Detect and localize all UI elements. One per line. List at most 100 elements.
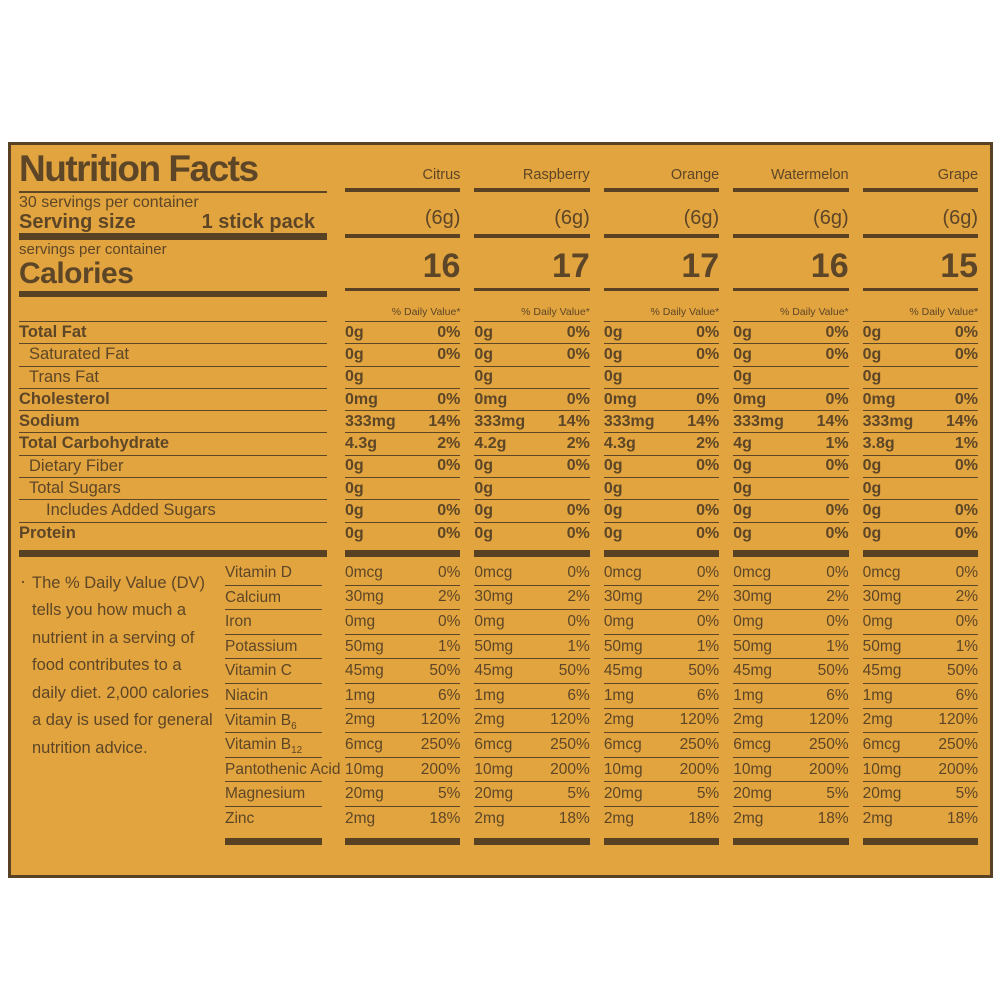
vitamin-amount: 6mcg [603,735,642,753]
section-divider-bar [19,549,327,557]
vitamin-value-row: 20mg 5% [474,782,590,807]
section-divider-bar [345,549,461,557]
vitamin-amount: 10mg [733,760,772,778]
nutrient-value-row: 0mg 0% [733,389,849,412]
nutrient-percent: 0% [825,457,849,475]
nutrient-value-row: 0mg 0% [345,389,461,412]
vitamin-amount: 2mg [862,810,893,828]
serving-weight: (6g) [424,207,461,229]
nutrient-value-row: 0g 0% [345,322,461,345]
nutrient-amount: 0g [345,345,364,363]
nutrient-amount: 0g [733,502,752,520]
nutrient-amount: 0g [345,479,364,497]
vitamin-value-row: 30mg 2% [862,586,979,611]
nutrient-value-row: 0g 0% [474,500,590,523]
vitamin-label-row: Vitamin B12 [225,733,322,758]
nutrient-amount: 0g [862,524,882,542]
vitamin-percent: 2% [955,588,979,606]
vitamin-label: Potassium [225,637,298,655]
nutrient-percent: 1% [954,435,979,453]
vitamin-percent: 0% [696,563,720,581]
vitamin-percent: 50% [558,662,590,680]
nutrient-label-row: Includes Added Sugars [19,500,327,523]
nutrient-amount: 0g [862,479,882,497]
vitamin-percent: 6% [567,686,590,704]
calories-value: 15 [940,247,979,285]
nutrient-amount: 0mg [862,390,896,408]
calories-value: 16 [422,247,461,285]
nutrient-label: Total Carbohydrate [19,434,170,453]
vitamin-value-row: 2mg 120% [345,709,461,734]
vitamin-amount: 45mg [603,662,643,680]
vitamin-value-row: 10mg 200% [474,758,590,783]
vitamin-values: 0mcg 0% 30mg 2% 0mg 0% 50mg 1% 45mg 50% 1mg 6% 2mg 12… [474,557,590,832]
nutrient-value-row: 0g 0% [474,456,590,479]
serving-size-value: 1 stick pack [201,211,315,233]
vitamin-percent: 1% [567,637,590,655]
vitamin-value-row: 0mcg 0% [345,561,461,586]
nutrient-label: Total Sugars [29,479,121,498]
vitamin-percent: 50% [947,662,979,680]
vitamin-amount: 0mg [603,612,634,630]
nutrient-value-row: 4g 1% [733,433,849,456]
vitamin-value-row: 1mg 6% [603,684,720,709]
vitamin-amount: 10mg [603,760,643,778]
vitamin-amount: 2mg [603,711,634,729]
nutrient-value-row: 0mg 0% [603,389,720,412]
nutrient-value-row: 0g [474,478,590,501]
nutrient-amount: 333mg [603,412,655,430]
nutrient-amount: 0g [862,345,882,363]
vitamin-value-row: 6mcg 250% [733,733,849,758]
bottom-left-section: · The % Daily Value (DV) tells you how mu… [19,557,340,845]
nutrient-value-row: 0g 0% [474,322,590,345]
vitamin-value-row: 0mg 0% [345,610,461,635]
vitamin-value-row: 10mg 200% [862,758,979,783]
vitamin-percent: 120% [550,711,590,729]
vitamin-amount: 30mg [733,588,772,606]
vitamin-value-row: 0mcg 0% [474,561,590,586]
nutrient-amount: 3.8g [862,435,895,453]
vitamin-amount: 20mg [345,785,384,803]
vitamin-value-row: 50mg 1% [862,635,979,660]
nutrient-amount: 0g [474,345,494,363]
divider-bar [345,188,461,192]
serving-size-label: Serving size [19,211,136,233]
vitamin-value-row: 45mg 50% [345,659,461,684]
nutrient-value-row: 0g [345,367,461,389]
vitamin-label: Pantothenic Acid [225,760,341,778]
nutrient-value-row: 333mg 14% [862,411,979,434]
vitamin-percent: 1% [696,637,720,655]
nutrition-facts-title: Nutrition Facts [19,145,327,193]
vitamin-percent: 50% [429,662,461,680]
vitamin-value-row: 30mg 2% [733,586,849,611]
vitamin-percent: 18% [947,810,979,828]
nutrient-value-row: 333mg 14% [345,411,461,434]
nutrient-value-row: 0g [733,478,849,501]
vitamin-amount: 2mg [603,810,634,828]
vitamin-value-row: 0mg 0% [862,610,979,635]
divider-bar [345,288,461,291]
divider-bar [733,188,849,192]
nutrient-value-row: 0g [603,367,720,389]
vitamin-percent: 250% [550,735,590,753]
vitamin-percent: 2% [567,588,590,606]
vitamin-label: Niacin [225,686,269,704]
vitamin-amount: 30mg [345,588,384,606]
nutrient-value-row: 0g 0% [862,344,979,367]
divider-bar [733,234,849,238]
nutrient-percent: 14% [946,412,979,430]
nutrient-value-row: 0g [733,367,849,389]
vitamin-percent: 200% [808,760,849,778]
vitamin-value-row: 30mg 2% [345,586,461,611]
nutrient-value-row: 0g 0% [863,523,978,545]
vitamin-percent: 250% [679,735,720,753]
nutrient-value-row: 0g 0% [345,456,461,479]
flavor-name: Watermelon [770,167,849,183]
vitamin-amount: 20mg [603,785,643,803]
footnote-bullet: · [20,570,26,591]
serving-weight: (6g) [942,207,979,229]
nutrient-amount: 0g [733,323,752,341]
vitamin-amount: 0mcg [345,563,383,581]
vitamin-value-row: 0mcg 0% [603,561,720,586]
